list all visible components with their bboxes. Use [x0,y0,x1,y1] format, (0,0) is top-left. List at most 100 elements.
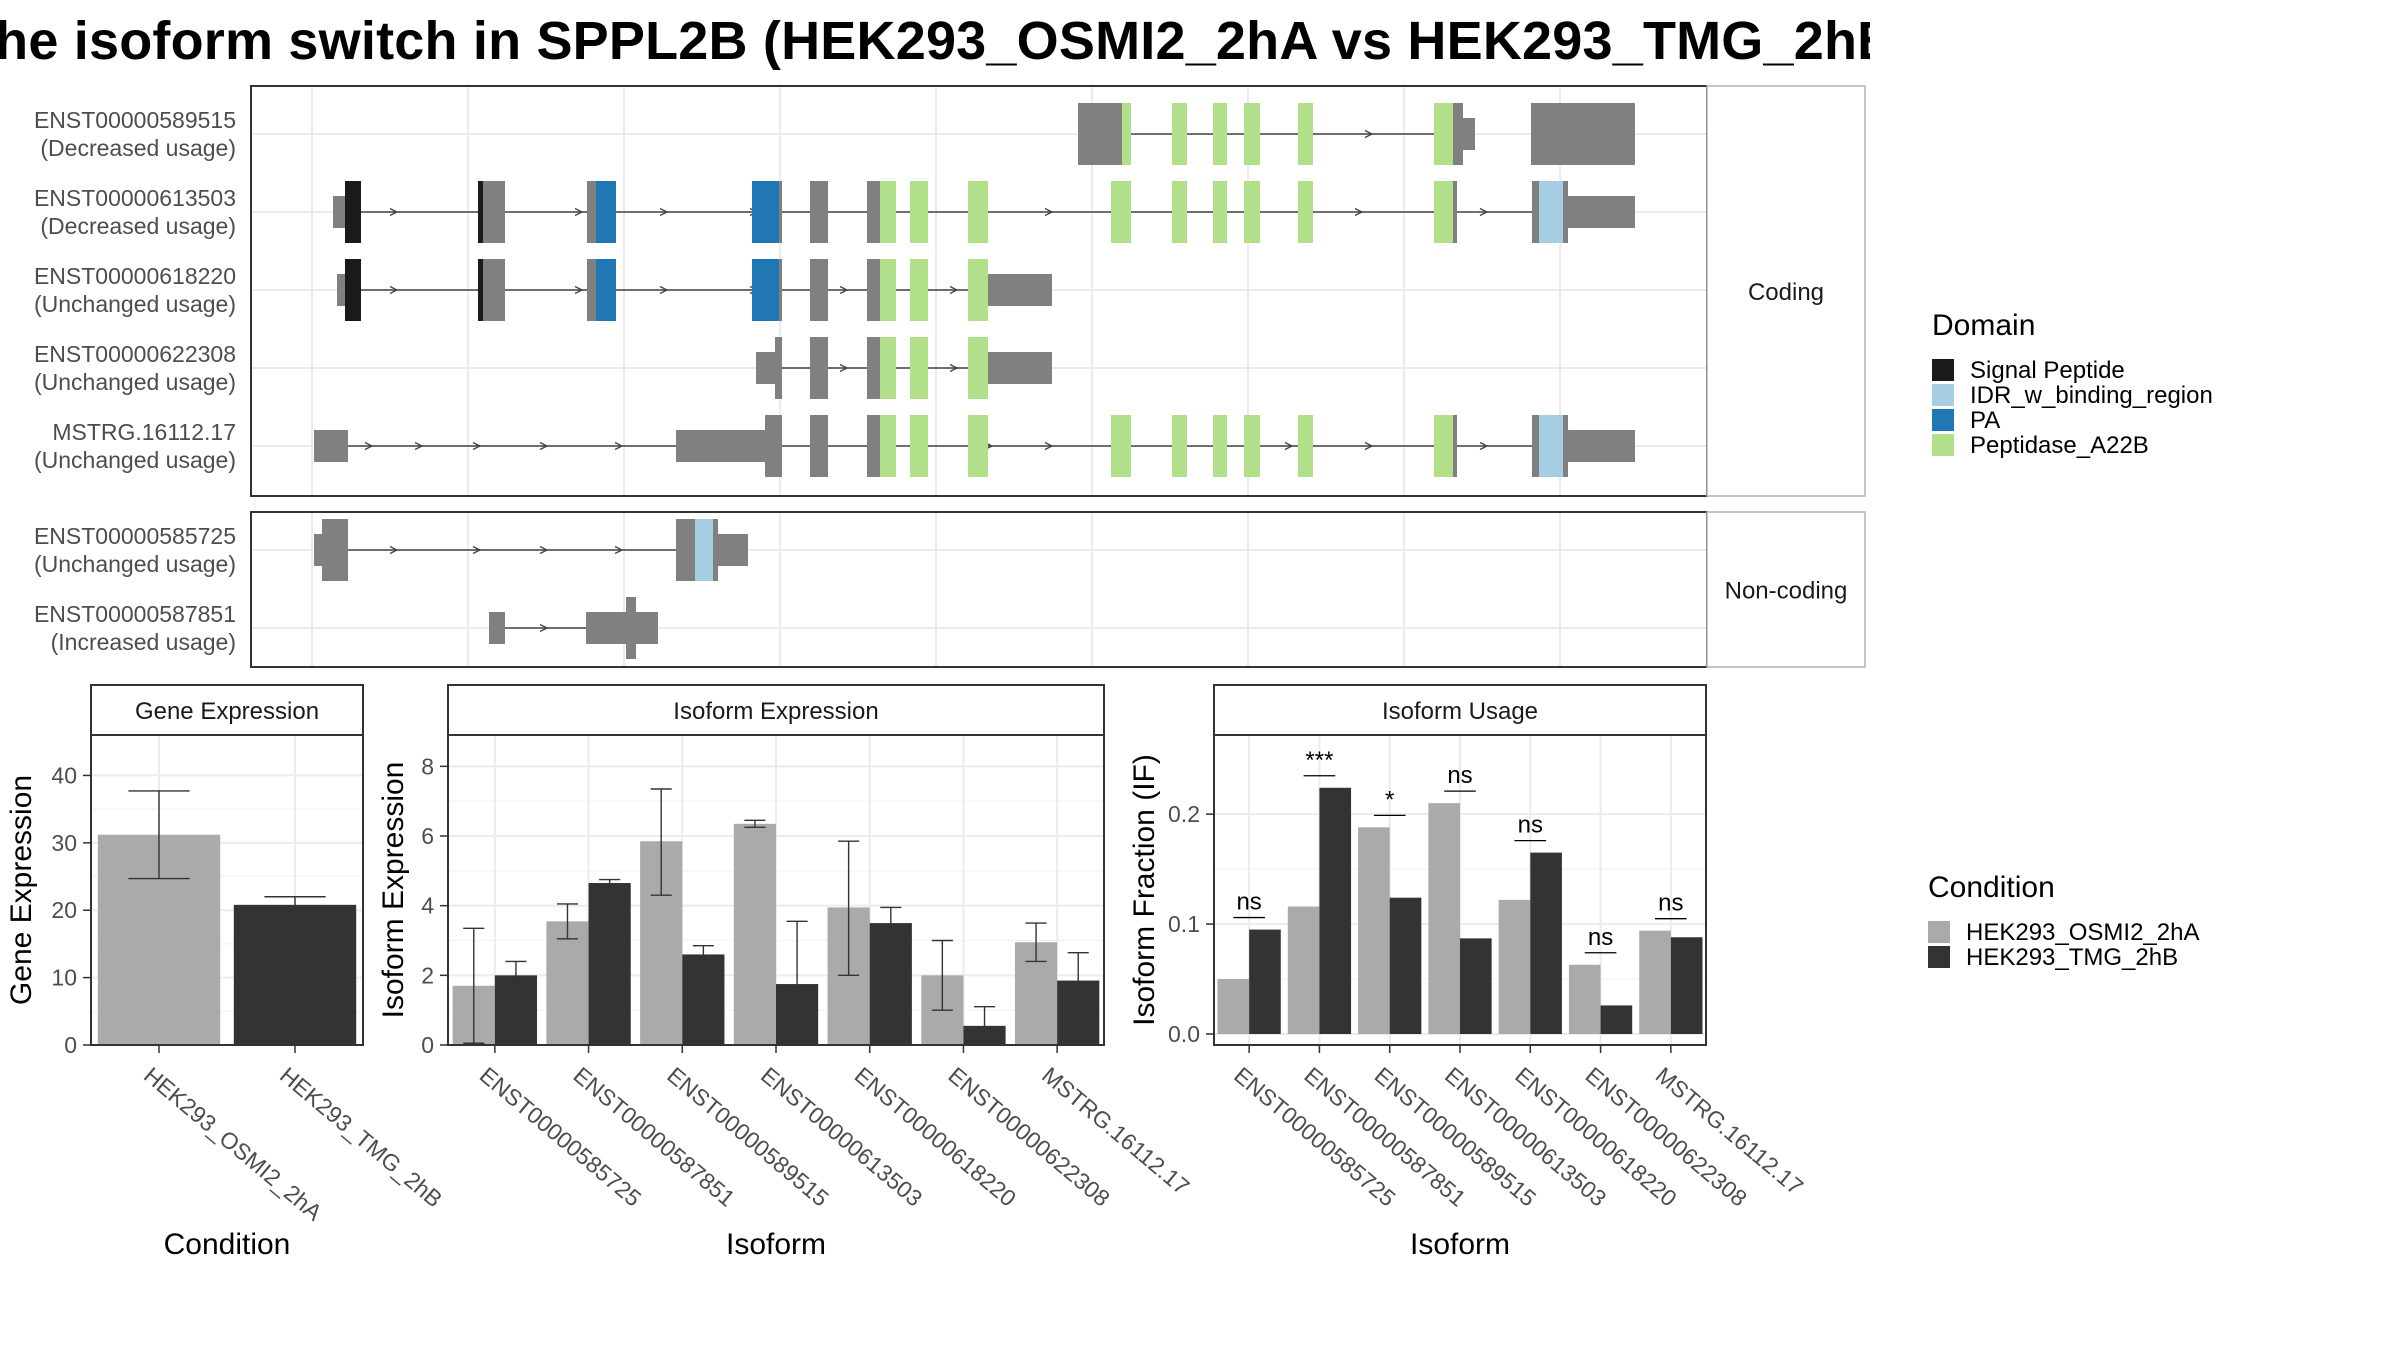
isoform-usage-chart-bar [1460,938,1492,1035]
coding-exon [478,181,483,243]
coding-exon [333,196,345,228]
condition-legend-label: HEK293_OSMI2_2hA [1966,919,2199,946]
coding-exon [1298,103,1313,165]
gene-expression-chart-strip-bg [90,684,364,736]
coding-exon [765,415,782,477]
isoform-usage-chart-significance-label: ns [1518,812,1543,839]
coding-isoform-id-label: MSTRG.16112.17 [52,419,236,445]
domain-legend-label: IDR_w_binding_region [1970,382,2213,409]
isoform-expression-chart-bar [682,954,725,1045]
coding-exon [676,430,765,462]
isoform-usage-chart-bar [1217,979,1250,1035]
isoform-expression-chart-xtick-label: ENST00000587851 [569,1062,741,1212]
domain-legend-swatch [1932,384,1954,406]
coding-exon [1568,196,1635,228]
domain-legend: Domain Signal PeptideIDR_w_binding_region… [1932,309,2213,459]
coding-exon [1213,103,1227,165]
isoform-usage-chart-xaxis-title: Isoform [1410,1228,1510,1261]
coding-exon [880,415,896,477]
coding-exon [1298,415,1313,477]
isoform-usage-chart-bar [1670,937,1703,1035]
coding-exon [1122,103,1131,165]
condition-legend-swatch [1928,921,1950,943]
noncoding-exon [636,612,658,644]
isoform-usage-chart-ytick-label: 0.0 [1168,1021,1200,1047]
isoform-usage-chart-bar [1287,906,1320,1035]
coding-intron-arrow [839,363,849,373]
domain-legend-label: Signal Peptide [1970,357,2125,384]
coding-exon [1532,415,1539,477]
coding-exon [968,259,988,321]
noncoding-intron-arrow [614,545,624,555]
coding-exon [1213,181,1227,243]
coding-exon [314,430,348,462]
isoform-expression-chart-bar [733,823,776,1045]
coding-intron-arrow [574,285,584,295]
noncoding-exon [676,519,695,581]
noncoding-strip-bg [1706,511,1866,668]
isoform-expression-chart-bar [588,883,631,1045]
isoform-usage-chart-significance-label: * [1385,786,1394,813]
condition-legend-swatch [1928,946,1950,968]
coding-exon [1111,181,1131,243]
noncoding-intron-arrow [472,545,482,555]
coding-exon [345,181,361,243]
coding-exon [752,259,779,321]
coding-exon [587,181,596,243]
coding-intron-arrow [1044,207,1054,217]
coding-isoform-usage-label: (Decreased usage) [40,135,236,161]
coding-exon [1463,118,1475,150]
coding-intron-arrow [949,363,959,373]
coding-exon [779,181,782,243]
noncoding-exon [489,612,505,644]
coding-intron-arrow [614,441,624,451]
isoform-usage-chart-bar [1600,1005,1633,1035]
domain-legend-swatch [1932,359,1954,381]
coding-exon [988,274,1052,306]
noncoding-isoform-id-label: ENST00000587851 [34,601,236,627]
noncoding-exon [718,534,748,566]
isoform-expression-chart-strip-bg [447,684,1105,736]
coding-intron-arrow [389,285,399,295]
coding-intron-arrow [1044,441,1054,451]
domain-legend-swatch [1932,434,1954,456]
isoform-expression-chart-xtick-label: ENST00000622308 [943,1062,1115,1212]
coding-exon [910,259,928,321]
gene-expression-chart-ytick-label: 20 [51,897,77,923]
gene-expression-chart-ytick-label: 40 [51,762,77,788]
noncoding-isoform-usage-label: (Unchanged usage) [34,551,236,577]
gene-expression-chart-strip-title: Gene Expression [135,698,319,725]
noncoding-exon [713,519,718,581]
domain-legend-title: Domain [1932,309,2035,342]
coding-exon [910,181,928,243]
isoform-usage-chart-bar [1568,964,1601,1035]
coding-exon [478,259,483,321]
coding-exon [867,259,880,321]
isoform-usage-chart-bar [1389,897,1422,1035]
coding-exon [910,415,928,477]
coding-intron-arrow [1479,441,1489,451]
coding-exon [880,259,896,321]
coding-exon [1244,181,1260,243]
noncoding-intron-arrow [389,545,399,555]
isoform-usage-chart-strip-bg [1213,684,1707,736]
coding-exon [1531,103,1635,165]
isoform-expression-chart-xtick-label: ENST00000585725 [475,1062,647,1212]
gene-expression-chart-yaxis-title: Gene Expression [5,775,38,1005]
isoform-usage-chart-yaxis-title: Isoform Fraction (IF) [1128,754,1161,1026]
isoform-usage-chart-bar [1639,930,1671,1035]
coding-exon [587,259,596,321]
coding-panel: ENST00000589515(Decreased usage)ENST0000… [34,85,1866,497]
coding-exon [1568,430,1635,462]
gene-expression-chart-ytick-label: 0 [64,1032,77,1058]
coding-exon [1453,415,1457,477]
isoform-usage-chart-ytick-label: 0.2 [1168,801,1200,827]
coding-exon [1563,415,1568,477]
coding-exon [1532,181,1539,243]
coding-exon [1172,181,1187,243]
isoform-expression-chart-xtick-label: ENST00000618220 [850,1062,1022,1212]
coding-exon [1563,181,1568,243]
coding-exon [867,181,880,243]
